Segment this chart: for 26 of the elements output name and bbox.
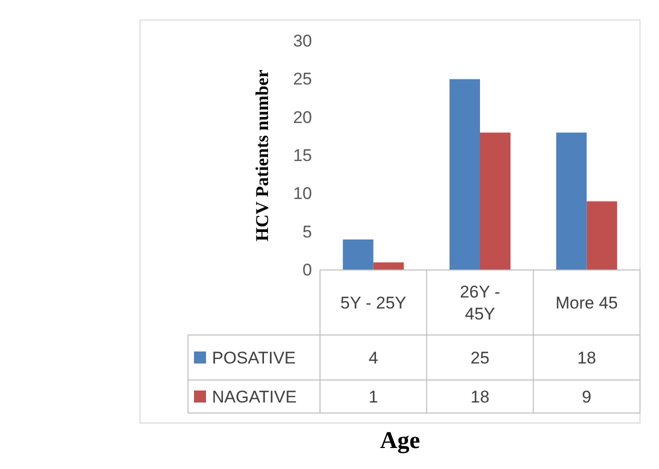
y-tick-label: 0 xyxy=(302,260,312,280)
bar xyxy=(342,239,374,270)
y-axis-title: HCV Patients number xyxy=(252,70,272,242)
data-label: 25 xyxy=(470,348,490,368)
x-tick-label: 26Y - 45Y xyxy=(460,282,500,324)
legend-label: NAGATIVE xyxy=(212,388,297,406)
y-tick-label: 20 xyxy=(293,108,312,127)
y-tick-label: 30 xyxy=(293,31,312,50)
bar xyxy=(480,132,510,270)
bar xyxy=(450,79,480,270)
data-label: 4 xyxy=(368,348,378,368)
y-tick-label: 15 xyxy=(293,146,312,165)
legend-label: POSATIVE xyxy=(212,348,296,368)
x-axis-title: Age xyxy=(380,428,420,454)
data-label: 1 xyxy=(368,388,378,406)
data-label: 18 xyxy=(470,388,490,406)
y-tick-label: 10 xyxy=(293,184,312,204)
bar xyxy=(373,262,404,270)
bar xyxy=(586,201,618,270)
bar xyxy=(556,132,587,270)
x-tick-label: More 45 xyxy=(555,294,618,312)
y-tick-label: 5 xyxy=(302,222,312,242)
y-tick-label: 25 xyxy=(293,70,312,89)
x-tick-label: 5Y - 25Y xyxy=(340,294,406,312)
data-label: 9 xyxy=(582,388,592,406)
data-label: 18 xyxy=(577,348,596,368)
